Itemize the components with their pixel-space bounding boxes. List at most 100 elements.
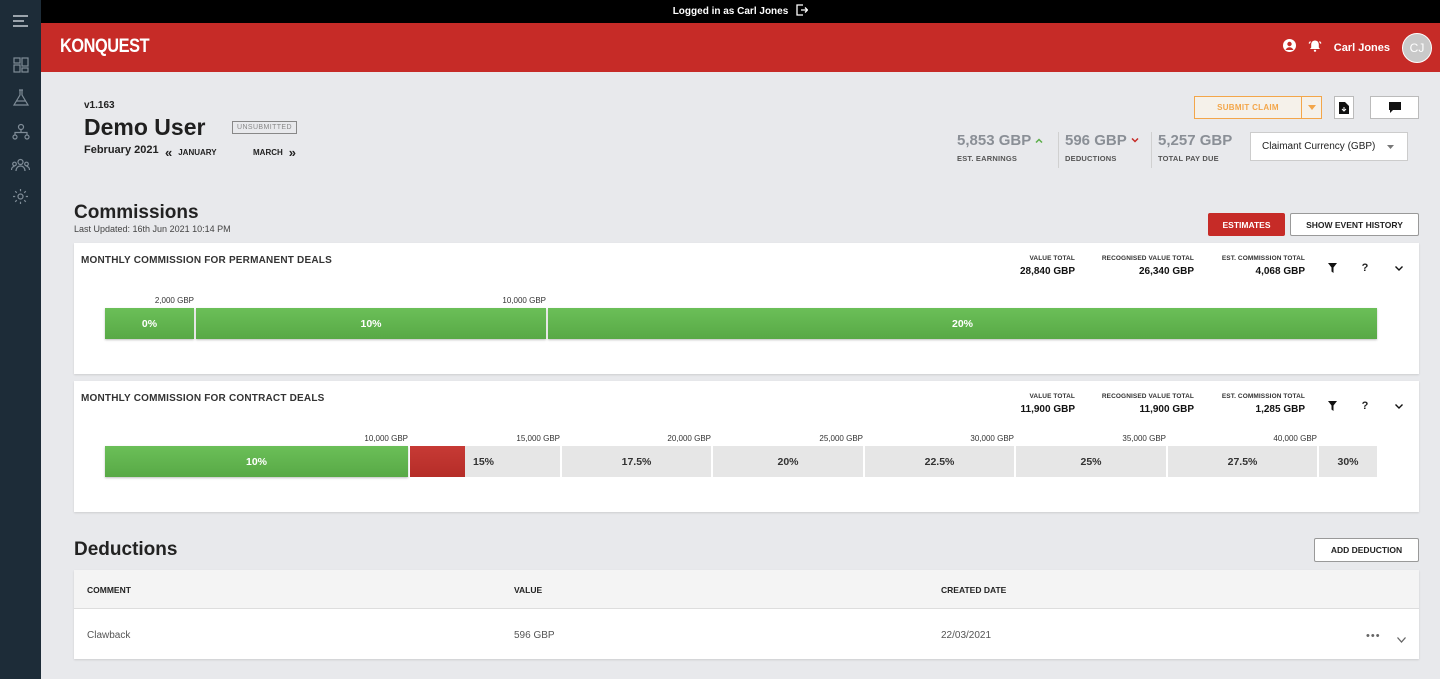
cell-comment: Clawback bbox=[87, 630, 131, 641]
tier-threshold-label: 25,000 GBP bbox=[819, 434, 863, 443]
recognised-total-label: RECOGNISED VALUE TOTAL bbox=[1101, 255, 1194, 262]
est-commission-total: EST. COMMISSION TOTAL 4,068 GBP bbox=[1194, 255, 1305, 277]
submit-claim-dropdown[interactable] bbox=[1302, 96, 1322, 119]
status-badge: UNSUBMITTED bbox=[232, 121, 297, 134]
help-icon[interactable]: ? bbox=[1361, 400, 1369, 412]
deductions-value: 596 GBP bbox=[1065, 132, 1127, 149]
chevron-down-icon[interactable] bbox=[1392, 399, 1406, 413]
tier-bar: 25% bbox=[1016, 446, 1166, 477]
tier-threshold-label: 40,000 GBP bbox=[1273, 434, 1317, 443]
recognised-total-amount: 11,900 GBP bbox=[1139, 404, 1194, 415]
comments-button[interactable] bbox=[1370, 96, 1419, 119]
account-icon[interactable] bbox=[1282, 39, 1296, 57]
value-total: VALUE TOTAL 28,840 GBP bbox=[1004, 255, 1075, 277]
commissions-title: Commissions bbox=[74, 202, 199, 223]
value-total: VALUE TOTAL 11,900 GBP bbox=[1004, 393, 1075, 415]
stat-divider bbox=[1151, 132, 1152, 168]
cell-date: 22/03/2021 bbox=[941, 630, 992, 641]
tier-threshold-label: 10,000 GBP bbox=[502, 296, 546, 305]
chevron-down-icon[interactable] bbox=[1392, 261, 1406, 275]
tier-bar: 0% bbox=[105, 308, 194, 339]
tier-threshold-label: 30,000 GBP bbox=[970, 434, 1014, 443]
tier-bar: 10% bbox=[196, 308, 546, 339]
tier-bar: 10% bbox=[105, 446, 408, 477]
stat-earnings: 5,853 GBP EST. EARNINGS bbox=[957, 132, 1043, 163]
filter-icon[interactable] bbox=[1325, 261, 1339, 275]
double-chevron-right-icon: » bbox=[288, 145, 297, 160]
estimates-button[interactable]: ESTIMATES bbox=[1208, 213, 1285, 236]
est-commission-label: EST. COMMISSION TOTAL bbox=[1221, 393, 1305, 400]
column-header-created-date[interactable]: CREATED DATE bbox=[941, 585, 1007, 595]
recognised-total-amount: 26,340 GBP bbox=[1138, 266, 1194, 277]
recognised-total: RECOGNISED VALUE TOTAL 26,340 GBP bbox=[1075, 255, 1194, 277]
avatar[interactable]: CJ bbox=[1402, 33, 1432, 63]
column-header-value[interactable]: VALUE bbox=[514, 585, 543, 595]
stat-total: 5,257 GBP TOTAL PAY DUE bbox=[1158, 132, 1232, 163]
total-label: TOTAL PAY DUE bbox=[1158, 154, 1219, 163]
stat-divider bbox=[1058, 132, 1059, 168]
event-history-button[interactable]: SHOW EVENT HISTORY bbox=[1290, 213, 1419, 236]
menu-icon[interactable] bbox=[11, 11, 30, 30]
document-icon bbox=[1339, 101, 1349, 114]
contract-deals-panel: MONTHLY COMMISSION FOR CONTRACT DEALS VA… bbox=[74, 381, 1419, 512]
flask-icon[interactable] bbox=[11, 88, 30, 107]
app-logo[interactable]: KONQUEST bbox=[60, 36, 150, 57]
prev-month-label: JANUARY bbox=[178, 148, 217, 157]
tier-bar: 30% bbox=[1319, 446, 1377, 477]
submit-claim-button[interactable]: SUBMIT CLAIM bbox=[1194, 96, 1302, 119]
logout-icon[interactable] bbox=[796, 4, 809, 19]
stat-deductions: 596 GBP DEDUCTIONS bbox=[1065, 132, 1139, 163]
recognised-total-label: RECOGNISED VALUE TOTAL bbox=[1101, 393, 1194, 400]
recognised-total: RECOGNISED VALUE TOTAL 11,900 GBP bbox=[1075, 393, 1194, 415]
help-icon[interactable]: ? bbox=[1361, 262, 1369, 274]
dashboard-icon[interactable] bbox=[11, 55, 30, 74]
page-title: Demo User bbox=[84, 114, 206, 140]
tier-threshold-label: 20,000 GBP bbox=[667, 434, 711, 443]
more-options-icon[interactable]: ••• bbox=[1366, 630, 1381, 642]
export-pdf-button[interactable] bbox=[1334, 96, 1354, 119]
est-commission-total: EST. COMMISSION TOTAL 1,285 GBP bbox=[1194, 393, 1305, 415]
column-header-comment[interactable]: COMMENT bbox=[87, 585, 131, 595]
next-month-link[interactable]: MARCH » bbox=[253, 145, 296, 160]
tier-threshold-label: 15,000 GBP bbox=[516, 434, 560, 443]
panel-title: MONTHLY COMMISSION FOR CONTRACT DEALS bbox=[81, 393, 325, 404]
team-icon[interactable] bbox=[11, 155, 30, 174]
tier-bar: 20% bbox=[713, 446, 863, 477]
tier-bar: 17.5% bbox=[562, 446, 711, 477]
value-total-label: VALUE TOTAL bbox=[1029, 393, 1075, 400]
version-label: v1.163 bbox=[84, 100, 115, 111]
value-total-amount: 11,900 GBP bbox=[1020, 404, 1075, 415]
permanent-deals-panel: MONTHLY COMMISSION FOR PERMANENT DEALS V… bbox=[74, 243, 1419, 374]
main-content: v1.163 Demo User UNSUBMITTED February 20… bbox=[41, 72, 1440, 679]
currency-select[interactable]: Claimant Currency (GBP) bbox=[1250, 132, 1408, 161]
earnings-value: 5,853 GBP bbox=[957, 132, 1032, 149]
last-updated: Last Updated: 16th Jun 2021 10:14 PM bbox=[74, 224, 231, 234]
top-info-bar: Logged in as Carl Jones bbox=[41, 0, 1440, 23]
tier-bar: 27.5% bbox=[1168, 446, 1317, 477]
prev-month-link[interactable]: « JANUARY bbox=[165, 145, 217, 160]
est-commission-amount: 1,285 GBP bbox=[1255, 404, 1305, 415]
double-chevron-left-icon: « bbox=[165, 145, 173, 160]
notification-bell-icon[interactable] bbox=[1308, 39, 1322, 58]
deductions-label: DEDUCTIONS bbox=[1065, 154, 1117, 163]
hierarchy-icon[interactable] bbox=[11, 122, 30, 141]
user-name[interactable]: Carl Jones bbox=[1333, 42, 1390, 54]
tier-bar: 22.5% bbox=[865, 446, 1014, 477]
est-commission-label: EST. COMMISSION TOTAL bbox=[1221, 255, 1305, 262]
tier-bar: 20% bbox=[548, 308, 1377, 339]
panel-title: MONTHLY COMMISSION FOR PERMANENT DEALS bbox=[81, 255, 332, 266]
add-deduction-button[interactable]: ADD DEDUCTION bbox=[1314, 538, 1419, 562]
app-header: KONQUEST Carl Jones CJ bbox=[41, 23, 1440, 72]
sidebar bbox=[0, 0, 41, 679]
chevron-down-icon[interactable] bbox=[1397, 630, 1406, 648]
panel-totals: VALUE TOTAL 11,900 GBP RECOGNISED VALUE … bbox=[1004, 393, 1305, 415]
caret-down-icon bbox=[1307, 105, 1316, 110]
filter-icon[interactable] bbox=[1325, 399, 1339, 413]
tier-threshold-label: 2,000 GBP bbox=[154, 296, 194, 305]
tier-progress-overflow bbox=[410, 446, 465, 477]
next-month-label: MARCH bbox=[253, 148, 283, 157]
tier-threshold-label: 10,000 GBP bbox=[364, 434, 408, 443]
settings-icon[interactable] bbox=[11, 187, 30, 206]
earnings-label: EST. EARNINGS bbox=[957, 154, 1018, 163]
logged-in-text: Logged in as Carl Jones bbox=[672, 6, 789, 17]
